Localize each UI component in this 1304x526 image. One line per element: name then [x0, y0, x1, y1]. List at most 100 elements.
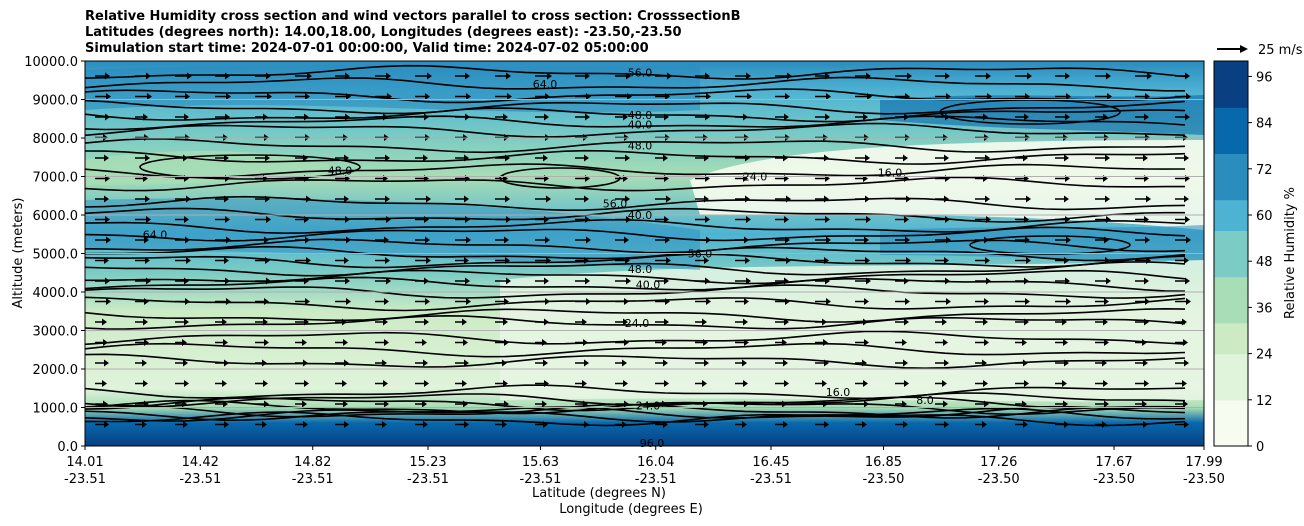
wind-vector-head [982, 421, 987, 428]
wind-vector-head [665, 236, 670, 244]
wind-vector-head [425, 236, 430, 244]
wind-vector-head [185, 93, 190, 100]
wind-vector-head [382, 359, 387, 367]
wind-vector-head [665, 93, 670, 100]
y-tick-label: 7000.0 [33, 171, 79, 186]
colorbar-band [1214, 369, 1248, 385]
contour-label: 8.0 [916, 394, 934, 407]
wind-vector-head [625, 154, 630, 162]
wind-vector-head [424, 216, 429, 223]
wind-vector-head [984, 236, 989, 244]
wind-vector-head [945, 113, 950, 121]
wind-vector-head [305, 298, 310, 305]
wind-vector-head [1107, 93, 1112, 100]
wind-vector-head [862, 421, 867, 428]
wind-vector-head [265, 257, 270, 264]
contour-line [85, 138, 1186, 154]
contour-line [85, 107, 1186, 123]
wind-vector-head [544, 318, 549, 326]
colorbar-band [1214, 230, 1248, 247]
wind-vector-head [545, 236, 550, 244]
wind-vector-head [663, 359, 668, 367]
wind-vector-head [263, 318, 268, 326]
wind-vector-head [465, 113, 470, 121]
wind-vector-head [705, 277, 710, 285]
contour-label: 48.0 [328, 165, 353, 178]
wind-vector-head [703, 339, 708, 346]
wind-vector-head [745, 154, 750, 162]
wind-vector-head [825, 72, 830, 80]
wind-vector-head [1184, 359, 1189, 367]
colorbar-frame [1213, 60, 1249, 447]
wind-vector-head [1103, 113, 1108, 121]
wind-vector-head [464, 421, 469, 428]
y-tick-label: 2000.0 [33, 363, 79, 378]
wind-vector-head [1142, 339, 1147, 346]
wind-vector-head [144, 298, 149, 305]
x-tick-lon: -23.51 [179, 472, 221, 487]
wind-vector-head [302, 400, 307, 408]
wind-vector-head [866, 72, 871, 80]
colorbar-band [1214, 245, 1248, 262]
wind-vector-head [622, 359, 627, 367]
wind-vector-head [786, 257, 791, 264]
contour-line [85, 307, 1186, 323]
wind-vector-head [305, 93, 310, 100]
wind-vector-head [704, 257, 709, 264]
contour-label: 40.0 [636, 278, 661, 291]
x-tick-lon: -23.51 [520, 472, 562, 487]
wind-vector-head [824, 154, 829, 162]
wind-vector-head [142, 421, 147, 428]
wind-vector-head [624, 339, 629, 346]
wind-vector-head [824, 257, 829, 264]
wind-vector-head [1024, 277, 1029, 285]
wind-vector-head [1105, 154, 1110, 162]
wind-vector-head [784, 216, 789, 223]
wind-vector-head [705, 72, 710, 80]
wind-vector-head [627, 93, 632, 100]
wind-vector-head [1145, 298, 1150, 305]
contour-line [85, 403, 1186, 419]
x-tick-lon: -23.51 [292, 472, 334, 487]
contour-label: 56.0 [603, 197, 628, 210]
contour-label: 64.0 [143, 228, 168, 241]
wind-vector-head [783, 359, 788, 367]
wind-vector-head [304, 216, 309, 223]
wind-vector-head [945, 72, 950, 80]
wind-vector-head [704, 195, 709, 203]
wind-vector-head [225, 72, 230, 80]
wind-vector-head [263, 113, 268, 121]
wind-vector-head [466, 236, 471, 244]
wind-vector-head [105, 113, 110, 121]
contour-label: 40.0 [628, 119, 653, 132]
wind-vector-head [664, 113, 669, 121]
y-tick-label: 3000.0 [33, 325, 79, 340]
wind-vector-head [307, 72, 312, 80]
wind-vector-head [945, 277, 950, 285]
wind-vector-head [1024, 380, 1029, 387]
wind-vector-head [866, 216, 871, 223]
wind-vector-head [582, 380, 587, 387]
wind-vector-head [386, 72, 391, 80]
wind-vector-head [385, 257, 390, 264]
wind-vector-head [224, 195, 229, 203]
contour-labels: 64.056.048.040.048.048.0 16.024.056.040.0… [143, 67, 934, 450]
wind-vector-head [384, 236, 389, 244]
wind-vector-head [944, 359, 949, 367]
wind-vector-head [585, 113, 590, 121]
contour-line [85, 296, 1186, 312]
colorbar-tick-label: 72 [1256, 163, 1273, 178]
wind-vector-head [224, 359, 229, 367]
wind-vector-head [1145, 236, 1150, 244]
colorbar-band [1214, 61, 1248, 77]
wind-vector-head [582, 318, 587, 326]
x-tick-lon: -23.51 [750, 472, 792, 487]
wind-vector-head [1183, 400, 1188, 408]
wind-vector-head [945, 216, 950, 223]
wind-vector-head [144, 236, 149, 244]
wind-vector-head [905, 93, 910, 100]
wind-vector-head [906, 195, 911, 203]
wind-vector-head [502, 359, 507, 367]
wind-vector-head [462, 380, 467, 387]
x-tick-lon: -23.51 [635, 472, 677, 487]
